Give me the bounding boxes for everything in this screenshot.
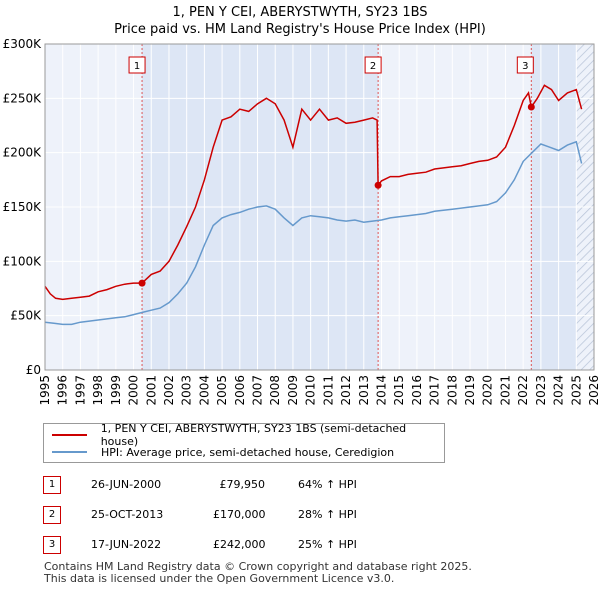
- x-tick-label: 2023: [534, 375, 548, 406]
- sale-label-box: [364, 56, 382, 74]
- chart-subtitle: Price paid vs. HM Land Registry's House …: [114, 22, 486, 37]
- x-tick-label: 2020: [481, 375, 495, 406]
- x-tick-label: 2006: [233, 375, 247, 406]
- x-tick-label: 2003: [180, 375, 194, 406]
- x-tick-label: 2001: [144, 375, 158, 406]
- x-tick-label: 2021: [498, 375, 512, 406]
- legend-swatch-property: [52, 434, 87, 436]
- sale-label-number: 1: [134, 61, 140, 72]
- sale-point: [374, 181, 382, 189]
- sale-hpi-change: 28% ↑ HPI: [298, 508, 357, 521]
- x-tick-label: 2014: [374, 375, 388, 406]
- x-tick-label: 2010: [304, 375, 318, 406]
- x-tick-label: 2019: [463, 375, 477, 406]
- sale-hpi-change: 64% ↑ HPI: [298, 478, 357, 491]
- x-tick-label: 2026: [587, 375, 600, 406]
- y-tick-label: £100K: [3, 254, 43, 268]
- sale-point: [527, 103, 535, 111]
- sale-marker-box: 3: [43, 536, 61, 554]
- footer-copyright: Contains HM Land Registry data © Crown c…: [44, 560, 472, 573]
- sale-label-number: 2: [370, 61, 376, 72]
- y-tick-label: £150K: [3, 200, 43, 214]
- x-tick-label: 2016: [410, 375, 424, 406]
- sale-price: £242,000: [213, 538, 266, 551]
- sale-row: 3 17-JUN-2022 £242,000 25% ↑ HPI: [43, 534, 600, 556]
- sale-hpi-change: 25% ↑ HPI: [298, 538, 357, 551]
- sale-row: 2 25-OCT-2013 £170,000 28% ↑ HPI: [43, 504, 600, 526]
- legend: 1, PEN Y CEI, ABERYSTWYTH, SY23 1BS (sem…: [43, 422, 445, 463]
- x-tick-label: 2008: [268, 375, 282, 406]
- sale-marker-box: 1: [43, 476, 61, 494]
- chart-title: 1, PEN Y CEI, ABERYSTWYTH, SY23 1BS: [172, 5, 428, 20]
- x-tick-label: 2018: [445, 375, 459, 406]
- sale-label-box: [516, 56, 534, 74]
- sale-point: [138, 279, 146, 287]
- sale-label-number: 3: [522, 61, 528, 72]
- x-tick-label: 2011: [321, 375, 335, 406]
- sale-date: 26-JUN-2000: [91, 478, 162, 491]
- price-chart: 1 2 3 £0 £50K £100K £150K £200K £250K £300K 1995 19…: [3, 37, 600, 406]
- property-price-line: [44, 84, 583, 301]
- sale-date: 25-OCT-2013: [91, 508, 164, 521]
- x-tick-label: 1999: [109, 375, 123, 406]
- y-tick-label: £50K: [10, 309, 42, 323]
- sale-label-box: [128, 56, 146, 74]
- legend-item-property: 1, PEN Y CEI, ABERYSTWYTH, SY23 1BS (sem…: [52, 422, 444, 448]
- sale-price: £170,000: [213, 508, 266, 521]
- y-tick-label: £300K: [3, 37, 43, 51]
- x-tick-label: 1995: [38, 375, 52, 406]
- hpi-line: [44, 140, 583, 326]
- y-tick-label: £250K: [3, 91, 43, 105]
- sale-marker-box: 2: [43, 506, 61, 524]
- x-tick-label: 2005: [215, 375, 229, 406]
- x-tick-label: 2012: [339, 375, 353, 406]
- plot-border: [44, 43, 595, 371]
- legend-item-hpi: HPI: Average price, semi-detached house,…: [52, 444, 394, 460]
- legend-swatch-hpi: [52, 451, 87, 453]
- y-tick-label: £200K: [3, 146, 43, 160]
- x-tick-label: 2022: [516, 375, 530, 406]
- x-tick-label: 2000: [127, 375, 141, 406]
- x-tick-label: 1998: [91, 375, 105, 406]
- x-tick-label: 2002: [162, 375, 176, 406]
- footer-license: This data is licensed under the Open Gov…: [44, 572, 395, 585]
- x-tick-label: 1996: [56, 375, 70, 406]
- sale-date: 17-JUN-2022: [91, 538, 162, 551]
- x-tick-label: 2004: [197, 375, 211, 406]
- x-tick-label: 2024: [552, 375, 566, 406]
- legend-label-property: 1, PEN Y CEI, ABERYSTWYTH, SY23 1BS (sem…: [100, 422, 407, 448]
- x-tick-label: 2009: [286, 375, 300, 406]
- x-tick-label: 1997: [73, 375, 87, 406]
- legend-label-hpi: HPI: Average price, semi-detached house,…: [101, 445, 395, 459]
- x-tick-label: 2013: [357, 375, 371, 406]
- sale-row: 1 26-JUN-2000 £79,950 64% ↑ HPI: [43, 474, 600, 496]
- x-tick-label: 2025: [569, 375, 583, 406]
- y-tick-label: £0: [26, 363, 41, 377]
- x-tick-label: 2017: [428, 375, 442, 406]
- x-tick-label: 2007: [251, 375, 265, 406]
- x-tick-label: 2015: [392, 375, 406, 406]
- sale-price: £79,950: [219, 478, 266, 491]
